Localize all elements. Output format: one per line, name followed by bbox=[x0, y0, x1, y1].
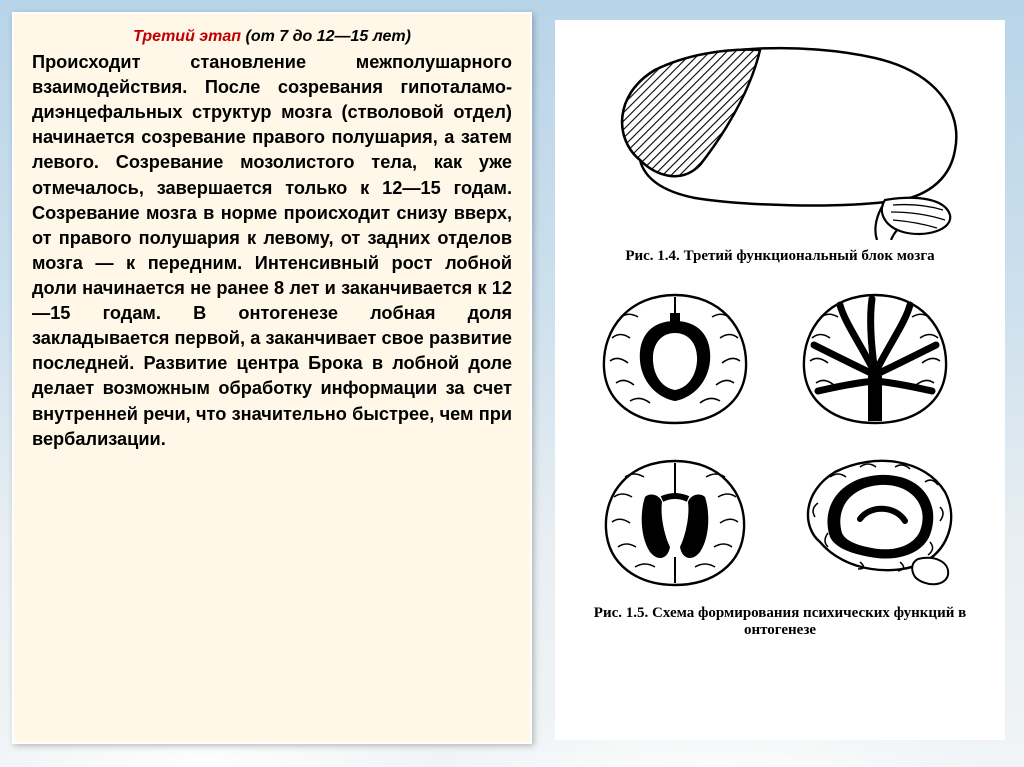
brain-lateral-svg bbox=[585, 40, 975, 240]
fig1-caption-text: Третий функциональный блок мозга bbox=[684, 248, 935, 264]
fig2-caption-text: Схема формирования психических функций в… bbox=[652, 605, 966, 638]
stage-title: Третий этап (от 7 до 12—15 лет) bbox=[32, 28, 512, 46]
fig1-caption: Рис. 1.4. Третий функциональный блок моз… bbox=[573, 248, 987, 265]
fig2-caption: Рис. 1.5. Схема формирования психических… bbox=[573, 605, 987, 639]
text-panel: Третий этап (от 7 до 12—15 лет) Происход… bbox=[12, 12, 532, 744]
fig2-caption-num: Рис. 1.5. bbox=[594, 605, 648, 621]
fig1-caption-num: Рис. 1.4. bbox=[625, 248, 679, 264]
brain-coronal-1 bbox=[590, 283, 760, 433]
figure-1-5-grid bbox=[590, 283, 970, 597]
figures-panel: Рис. 1.4. Третий функциональный блок моз… bbox=[555, 20, 1005, 740]
body-paragraph: Происходит становление межполушарного вз… bbox=[32, 50, 512, 452]
brain-coronal-2 bbox=[790, 283, 960, 433]
figure-1-4: Рис. 1.4. Третий функциональный блок моз… bbox=[573, 40, 987, 265]
stage-title-black: (от 7 до 12—15 лет) bbox=[245, 28, 410, 45]
brain-sagittal bbox=[790, 447, 960, 597]
brain-horizontal bbox=[590, 447, 760, 597]
stage-title-red: Третий этап bbox=[133, 28, 241, 45]
